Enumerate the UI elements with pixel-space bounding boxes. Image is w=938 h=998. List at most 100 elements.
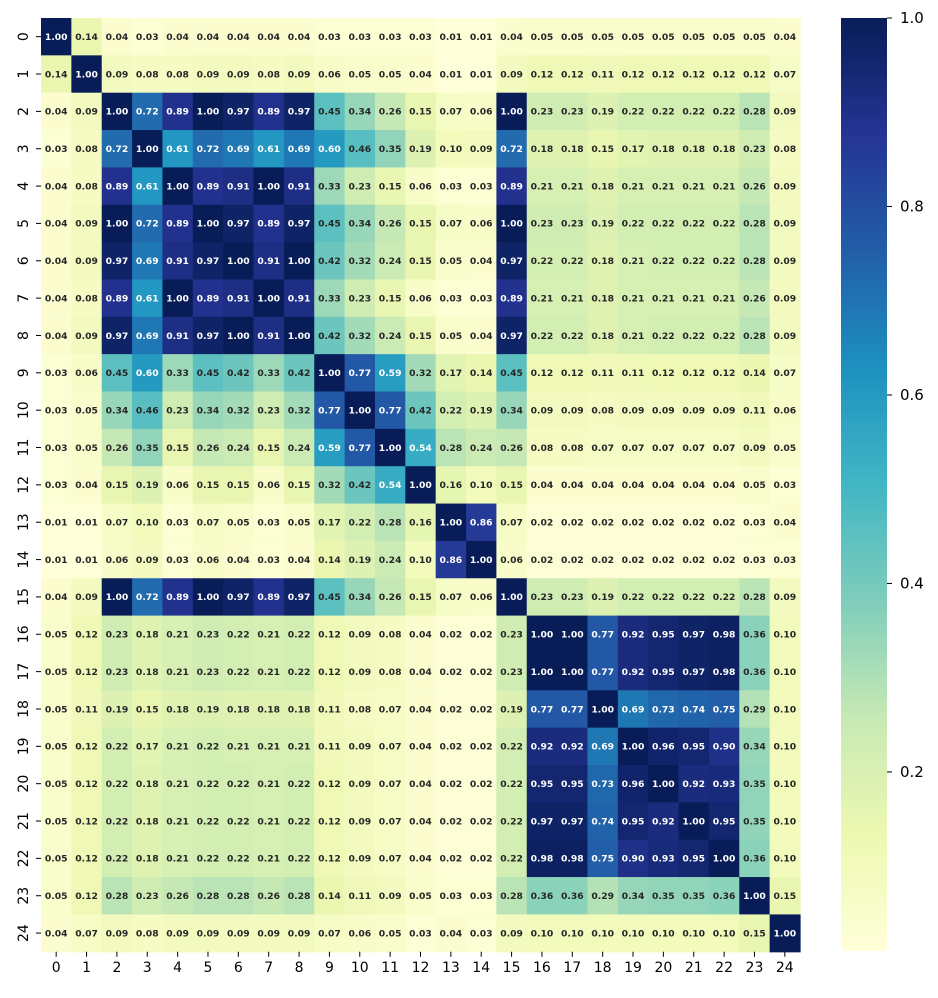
cell-value-label: 0.74 [591,816,614,827]
heatmap-cell [71,242,103,281]
cell-value-label: 0.04 [409,742,432,753]
heatmap-cell [678,727,710,766]
heatmap-cell [526,316,558,355]
heatmap-cell [435,354,467,393]
heatmap-cell [617,242,649,281]
heatmap-cell [769,839,801,878]
heatmap-cell [101,615,133,654]
heatmap-cell [101,242,133,281]
cell-value-label: 0.02 [622,555,645,566]
cell-value-label: 0.92 [531,742,554,753]
cell-value-label: 0.22 [500,854,523,865]
cell-value-label: 0.22 [106,779,129,790]
heatmap-cell [526,690,558,729]
cell-value-label: 0.21 [257,667,280,678]
heatmap-cell [253,130,285,168]
cell-value-label: 0.95 [682,854,705,865]
cell-value-label: 0.10 [773,704,796,715]
cell-value-label: 0.18 [531,144,554,155]
heatmap-cell [405,652,437,691]
cell-value-label: 0.12 [75,742,98,753]
cell-value-label: 0.08 [561,443,584,454]
cell-value-label: 0.18 [682,144,705,155]
y-tick-label: 0 [16,32,32,41]
heatmap-cell [283,354,315,393]
heatmap-cell [557,839,589,878]
cell-value-label: 0.09 [75,592,98,603]
heatmap-cell [41,615,72,654]
heatmap-cell [71,877,103,915]
heatmap-cell [466,503,497,542]
y-tick-label: 12 [16,476,32,494]
cell-value-label: 0.05 [288,518,311,529]
heatmap-cell [769,167,801,206]
heatmap-cell [557,279,589,318]
cell-value-label: 0.07 [318,928,341,939]
cell-value-label: 0.22 [713,107,736,118]
heatmap-cell [162,279,194,318]
cell-value-label: 0.89 [500,181,523,192]
heatmap-cell [132,242,164,281]
x-tick-label: 18 [594,960,612,976]
cell-value-label: 0.96 [622,779,645,790]
cell-value-label: 0.22 [106,742,129,753]
cell-value-label: 0.09 [773,107,796,118]
heatmap-cell [708,354,740,393]
x-tick-label: 20 [654,960,672,976]
y-tick-label: 16 [16,625,32,643]
heatmap-cell [769,877,801,915]
heatmap-cell [496,167,528,206]
cell-value-label: 0.02 [440,630,463,641]
cell-value-label: 0.22 [106,854,129,865]
cell-value-label: 0.93 [652,854,675,865]
cell-value-label: 0.09 [773,293,796,304]
cell-value-label: 0.04 [45,293,68,304]
heatmap-cell [466,540,497,579]
heatmap-cell [101,914,133,953]
cell-value-label: 0.09 [773,219,796,230]
cell-value-label: 0.09 [773,592,796,603]
cell-value-label: 0.11 [75,704,98,715]
cell-value-label: 0.02 [652,518,675,529]
cell-value-label: 0.86 [470,518,493,529]
heatmap-cell [283,540,315,579]
heatmap-cell [314,204,346,243]
cell-value-label: 0.04 [652,480,675,491]
y-tick-label: 18 [16,700,32,718]
heatmap-cell [405,914,437,953]
cell-value-label: 0.22 [622,219,645,230]
cell-value-label: 0.06 [197,555,220,566]
heatmap-cell [466,727,497,766]
cell-value-label: 0.91 [227,181,250,192]
cell-value-label: 0.77 [591,630,614,641]
heatmap-cell [557,802,589,841]
cell-value-label: 0.29 [743,704,766,715]
cell-value-label: 1.00 [45,32,68,43]
heatmap-cell [101,316,133,355]
cell-value-label: 1.00 [227,256,250,267]
cell-value-label: 0.22 [682,592,705,603]
cell-value-label: 0.03 [773,555,796,566]
cell-value-label: 0.01 [440,32,463,43]
heatmap-cell [405,727,437,766]
cell-value-label: 0.17 [440,368,463,379]
heatmap-cell [192,55,224,94]
cell-value-label: 0.09 [348,667,371,678]
heatmap-cell [678,55,710,94]
cell-value-label: 0.12 [75,816,98,827]
cell-value-label: 0.07 [440,219,463,230]
cell-value-label: 0.05 [45,816,68,827]
heatmap-cell [344,540,376,579]
heatmap-cell [101,578,133,617]
cell-value-label: 0.32 [288,405,311,416]
heatmap-cell [466,204,497,243]
cell-value-label: 0.03 [743,518,766,529]
heatmap-cell [132,540,164,579]
cell-value-label: 0.09 [75,219,98,230]
y-tick-label: 1 [16,70,32,79]
heatmap-cell [526,130,558,168]
cell-value-label: 0.21 [713,181,736,192]
heatmap-cell [162,130,194,168]
heatmap-cell [617,578,649,617]
heatmap-cell [769,204,801,243]
